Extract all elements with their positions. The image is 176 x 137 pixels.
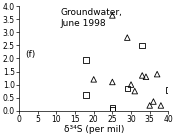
- Point: [126, 87, 129, 90]
- Point: [141, 44, 144, 47]
- Point: [111, 107, 114, 109]
- Point: [144, 76, 147, 78]
- Text: (f): (f): [25, 50, 35, 59]
- Point: [156, 73, 159, 75]
- Text: Groundwater,
June 1998: Groundwater, June 1998: [61, 8, 123, 28]
- Point: [111, 81, 114, 83]
- Point: [148, 104, 151, 107]
- Point: [130, 83, 132, 86]
- Point: [111, 14, 114, 16]
- Point: [152, 100, 155, 103]
- Point: [111, 108, 114, 110]
- Point: [167, 89, 170, 91]
- Point: [159, 104, 162, 107]
- Point: [92, 78, 95, 80]
- Point: [133, 90, 136, 92]
- Point: [85, 59, 88, 61]
- Point: [85, 94, 88, 96]
- Point: [141, 74, 144, 77]
- X-axis label: δ³⁴S (per mil): δ³⁴S (per mil): [64, 125, 124, 134]
- Point: [126, 36, 129, 39]
